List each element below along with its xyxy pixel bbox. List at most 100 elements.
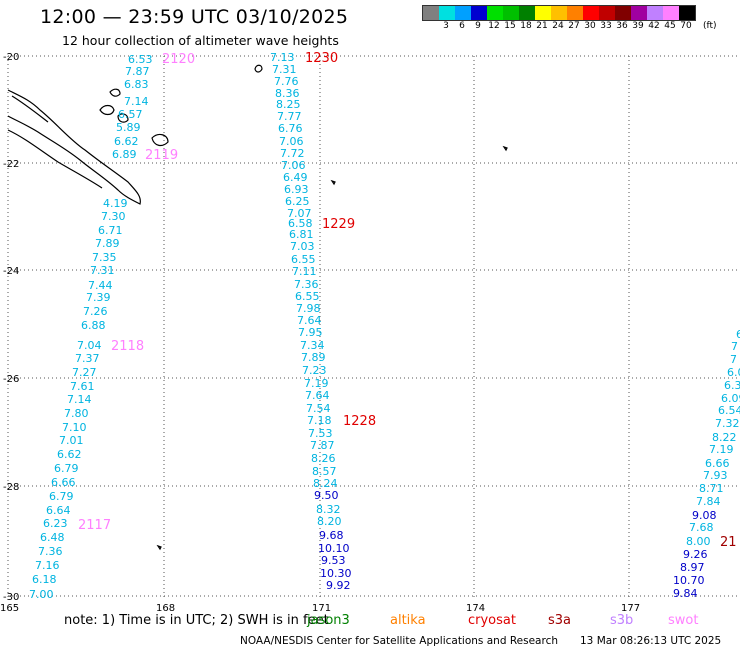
wave-height-value: 6 (736, 328, 740, 341)
wave-height-value: 4.19 (103, 197, 128, 210)
wave-height-value: 6.57 (118, 108, 143, 121)
credit-line: NOAA/NESDIS Center for Satellite Applica… (240, 635, 558, 647)
wave-height-value: 6.88 (81, 319, 106, 332)
wave-height-value: 7.01 (59, 434, 84, 447)
wave-height-value: 10.70 (673, 574, 705, 587)
lon-label: 171 (312, 603, 331, 614)
lat-label: -30 (3, 592, 19, 603)
wave-height-value: 7.61 (70, 380, 95, 393)
wave-height-value: 7 (731, 340, 738, 353)
wave-height-value: 6.54 (718, 404, 740, 417)
wave-height-value: 6.48 (40, 531, 65, 544)
color-swatch (535, 6, 551, 20)
wave-height-value: 7.07 (287, 207, 312, 220)
wave-height-value: 7.89 (301, 351, 326, 364)
wave-height-value: 7.27 (72, 366, 97, 379)
wave-height-value: 7.84 (696, 495, 721, 508)
wave-height-value: 6.62 (114, 135, 139, 148)
wave-height-value: 9.68 (319, 529, 344, 542)
wave-height-value: 6.66 (705, 457, 730, 470)
color-scale-label: 45 (664, 21, 676, 31)
wave-height-value: 7.87 (310, 439, 335, 452)
wave-height-value: 7.80 (64, 407, 89, 420)
color-swatch (615, 6, 631, 20)
wave-height-value: 7.30 (101, 210, 126, 223)
lat-label: -24 (3, 266, 19, 277)
wave-height-value: 7.76 (274, 75, 299, 88)
color-scale-label: 27 (568, 21, 580, 31)
wave-height-value: 7.31 (90, 264, 115, 277)
pass-time-label: 21 (720, 535, 737, 550)
color-swatch (455, 6, 471, 20)
lon-label: 177 (621, 603, 640, 614)
wave-height-value: 9.26 (683, 548, 708, 561)
wave-height-value: 8.20 (317, 515, 342, 528)
wave-height-value: 6.55 (295, 290, 320, 303)
wave-height-value: 7.19 (304, 377, 329, 390)
map-subtitle: 12 hour collection of altimeter wave hei… (62, 33, 339, 48)
wave-height-value: 9.92 (326, 579, 351, 592)
pass-time-label: 2119 (145, 148, 178, 163)
lat-labels: -20 -22 -24 -26 -28 -30 (3, 52, 19, 603)
wave-height-value: 6.79 (54, 462, 79, 475)
wave-height-value: 8.25 (276, 98, 301, 111)
wave-height-value: 8.32 (316, 503, 341, 516)
color-scale-label: 21 (536, 21, 548, 31)
wave-height-value: 7.37 (75, 352, 100, 365)
wave-height-value: 7.34 (300, 339, 325, 352)
wave-height-value: 7.00 (29, 588, 54, 601)
wave-height-value: 7.14 (124, 95, 149, 108)
wave-height-value: 7.95 (298, 326, 323, 339)
lon-label: 168 (156, 603, 175, 614)
wave-height-value: 5.89 (116, 121, 141, 134)
color-swatch (663, 6, 679, 20)
color-swatch (487, 6, 503, 20)
wave-height-value: 8.97 (680, 561, 705, 574)
satellite-cryosat: cryosat (468, 613, 516, 628)
wave-height-value: 9.53 (321, 554, 346, 567)
pass-time-label: 2117 (78, 518, 111, 533)
wave-height-value: 6.71 (98, 224, 123, 237)
lat-label: -22 (3, 159, 19, 170)
coastline (7, 64, 508, 551)
wave-height-value: 9.08 (692, 509, 717, 522)
wave-height-value: 8.36 (275, 87, 300, 100)
wave-height-value: 6.66 (51, 476, 76, 489)
satellite-s3a: s3a (548, 613, 572, 628)
color-scale-label: 6 (459, 21, 465, 31)
wave-height-value: 6.53 (128, 53, 153, 66)
wave-height-value: 6.18 (32, 573, 57, 586)
wave-height-value: 7.89 (95, 237, 120, 250)
color-swatch (519, 6, 535, 20)
lon-labels: 165 168 171 174 177 (0, 603, 640, 614)
lon-label: 174 (466, 603, 485, 614)
wave-height-value: 7.16 (35, 559, 60, 572)
wave-height-value: 7.26 (83, 305, 108, 318)
wave-height-value: 6.79 (49, 490, 74, 503)
wave-height-value: 7.64 (305, 389, 330, 402)
wave-height-value: 7.14 (67, 393, 92, 406)
wave-height-value: 7.93 (703, 469, 728, 482)
wave-height-value: 7.10 (62, 421, 87, 434)
wave-height-value: 6.49 (283, 171, 308, 184)
wave-height-value: 6.55 (291, 253, 316, 266)
wave-height-value: 8.71 (699, 482, 724, 495)
wave-height-value: 7.06 (279, 135, 304, 148)
wave-height-value: 8.24 (313, 477, 338, 490)
wave-height-value: 7 (730, 353, 737, 366)
pass-time-label: 1230 (305, 51, 338, 66)
wave-height-value: 6.09 (721, 392, 740, 405)
color-swatch (599, 6, 615, 20)
wave-height-value: 7.04 (77, 339, 102, 352)
wave-height-value: 10.10 (318, 542, 350, 555)
wave-height-value: 6.62 (57, 448, 82, 461)
wave-height-value: 7.18 (307, 414, 332, 427)
footer-note: note: 1) Time is in UTC; 2) SWH is in fe… (64, 613, 329, 628)
wave-height-value: 7.19 (709, 443, 734, 456)
color-swatch (423, 6, 439, 20)
color-swatch (503, 6, 519, 20)
wave-height-value: 7.64 (297, 314, 322, 327)
color-scale-label: 30 (584, 21, 596, 31)
color-swatch (471, 6, 487, 20)
